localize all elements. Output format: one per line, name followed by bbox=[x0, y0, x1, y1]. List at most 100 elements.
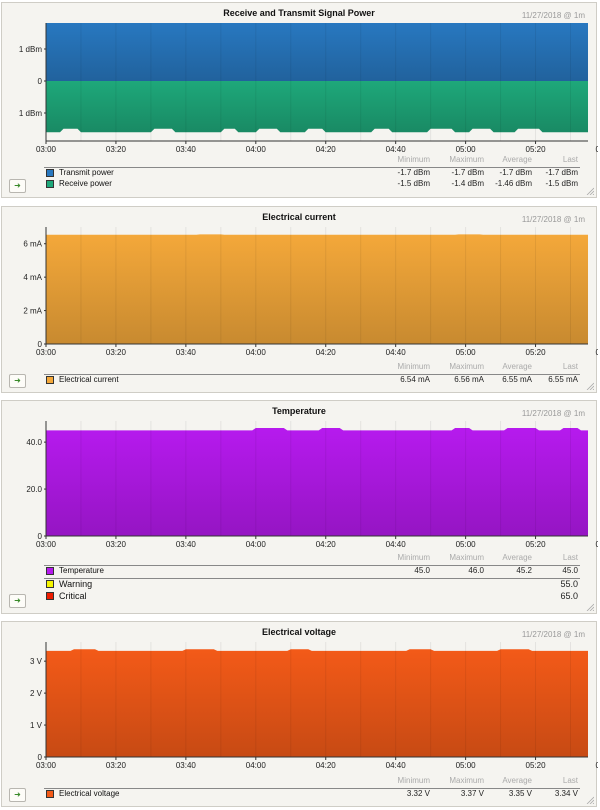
legend-row-critical[interactable]: Critical 65.0 bbox=[44, 591, 580, 603]
x-tick-label: 05:20 bbox=[526, 145, 547, 154]
legend-header-minimum: Minimum bbox=[397, 776, 430, 785]
threshold-swatch bbox=[46, 592, 54, 600]
legend: Minimum Maximum Average Last Transmit po… bbox=[44, 155, 580, 190]
legend-header: Minimum Maximum Average Last bbox=[44, 776, 580, 787]
x-tick-label: 04:20 bbox=[316, 761, 337, 770]
legend-minimum: 45.0 bbox=[414, 566, 430, 575]
x-tick-label: 05:00 bbox=[456, 761, 477, 770]
export-button[interactable]: ➜ bbox=[9, 374, 26, 388]
resize-grip-icon[interactable] bbox=[586, 796, 594, 804]
x-tick-label: 03:40 bbox=[176, 540, 197, 549]
signal-power-panel: 1 dBm 0 1 dBm 03:00 03:20 03:40 04:00 04:20 04:4… bbox=[1, 2, 598, 198]
export-arrow-icon: ➜ bbox=[14, 181, 21, 190]
signal-power-chart: 1 dBm 0 1 dBm 03:00 03:20 03:40 04:00 04:20 04:4… bbox=[19, 23, 598, 154]
legend-row-transmit-power[interactable]: Transmit power -1.7 dBm -1.7 dBm -1.7 dB… bbox=[44, 168, 580, 179]
series-area bbox=[46, 428, 588, 536]
threshold-swatch bbox=[46, 580, 54, 588]
series-area bbox=[46, 649, 588, 757]
legend-row-electrical-current[interactable]: Electrical current 6.54 mA 6.56 mA 6.55 … bbox=[44, 375, 580, 386]
export-arrow-icon: ➜ bbox=[14, 596, 21, 605]
legend-row-electrical-voltage[interactable]: Electrical voltage 3.32 V 3.37 V 3.35 V … bbox=[44, 789, 580, 800]
x-tick-label: 03:40 bbox=[176, 761, 197, 770]
panel-date: 11/27/2018 @ 1m bbox=[521, 11, 585, 20]
x-tick-label: 05:40 bbox=[595, 145, 598, 154]
legend-name: Transmit power bbox=[59, 168, 114, 177]
legend-header-last: Last bbox=[562, 553, 578, 562]
threshold-name: Warning bbox=[59, 579, 93, 589]
y-tick-label: 40.0 bbox=[26, 438, 42, 447]
threshold-value: 55.0 bbox=[560, 579, 578, 589]
legend-header: Minimum Maximum Average Last bbox=[44, 155, 580, 166]
x-tick-label: 03:20 bbox=[106, 761, 127, 770]
x-tick-label: 04:40 bbox=[386, 145, 407, 154]
legend-header-last: Last bbox=[562, 776, 578, 785]
legend-header-last: Last bbox=[562, 362, 578, 371]
threshold-name: Critical bbox=[59, 591, 87, 601]
x-tick-label: 04:00 bbox=[246, 540, 267, 549]
legend-divider bbox=[44, 788, 580, 789]
x-tick-label: 03:00 bbox=[36, 348, 57, 357]
legend-header-average: Average bbox=[502, 362, 532, 371]
legend-header-average: Average bbox=[502, 553, 532, 562]
x-tick-label: 03:00 bbox=[36, 540, 57, 549]
x-tick-label: 03:00 bbox=[36, 145, 57, 154]
legend-name: Electrical voltage bbox=[59, 789, 120, 798]
x-tick-label: 03:00 bbox=[36, 761, 57, 770]
y-tick-label: 6 mA bbox=[23, 240, 42, 249]
legend-last: 45.0 bbox=[562, 566, 578, 575]
x-tick-label: 04:40 bbox=[386, 348, 407, 357]
legend-minimum: -1.5 dBm bbox=[397, 179, 430, 188]
temperature-chart: 40.0 20.0 003:00 03:20 03:40 04:00 04:20 04:40 0… bbox=[26, 421, 598, 549]
legend-swatch bbox=[46, 790, 54, 798]
transmit-power-area bbox=[46, 23, 588, 81]
legend-row-warning[interactable]: Warning 55.0 bbox=[44, 579, 580, 591]
legend-average: 45.2 bbox=[516, 566, 532, 575]
x-tick-label: 05:40 bbox=[595, 540, 598, 549]
export-button[interactable]: ➜ bbox=[9, 594, 26, 608]
legend-header-minimum: Minimum bbox=[397, 553, 430, 562]
legend-last: 6.55 mA bbox=[548, 375, 578, 384]
x-tick-label: 04:20 bbox=[316, 145, 337, 154]
legend-average: 3.35 V bbox=[508, 789, 532, 798]
legend: Minimum Maximum Average Last Temperature… bbox=[44, 553, 580, 603]
legend-divider bbox=[44, 167, 580, 168]
export-arrow-icon: ➜ bbox=[14, 376, 21, 385]
export-button[interactable]: ➜ bbox=[9, 179, 26, 193]
panel-title: Temperature bbox=[272, 406, 326, 416]
x-tick-label: 04:40 bbox=[386, 540, 407, 549]
export-arrow-icon: ➜ bbox=[14, 790, 21, 799]
legend-header-maximum: Maximum bbox=[449, 553, 484, 562]
legend-average: 6.55 mA bbox=[502, 375, 532, 384]
legend-divider bbox=[44, 565, 580, 566]
resize-grip-icon[interactable] bbox=[586, 603, 594, 611]
legend-header-minimum: Minimum bbox=[397, 362, 430, 371]
x-tick-label: 04:00 bbox=[246, 761, 267, 770]
legend-name: Temperature bbox=[59, 566, 104, 575]
x-tick-label: 04:40 bbox=[386, 761, 407, 770]
x-tick-label: 04:00 bbox=[246, 348, 267, 357]
y-tick-label: 0 bbox=[38, 532, 43, 541]
x-tick-label: 05:20 bbox=[526, 761, 547, 770]
electrical-voltage-chart: 3 V 2 V 1 V 003:00 03:20 03:40 04:00 04:20 04:40… bbox=[30, 642, 598, 770]
x-tick-label: 05:00 bbox=[456, 540, 477, 549]
resize-grip-icon[interactable] bbox=[586, 382, 594, 390]
x-tick-label: 03:20 bbox=[106, 540, 127, 549]
legend-maximum: 3.37 V bbox=[460, 789, 484, 798]
x-tick-label: 03:20 bbox=[106, 145, 127, 154]
legend-header-maximum: Maximum bbox=[449, 155, 484, 164]
resize-grip-icon[interactable] bbox=[586, 187, 594, 195]
legend-row-receive-power[interactable]: Receive power -1.5 dBm -1.4 dBm -1.46 dB… bbox=[44, 179, 580, 190]
legend-maximum: -1.7 dBm bbox=[451, 168, 484, 177]
x-tick-label: 04:00 bbox=[246, 145, 267, 154]
y-tick-label: 0 bbox=[38, 753, 43, 762]
legend-header-maximum: Maximum bbox=[449, 362, 484, 371]
legend-last: 3.34 V bbox=[554, 789, 578, 798]
legend-name: Receive power bbox=[59, 179, 112, 188]
y-tick-label: 2 V bbox=[30, 689, 43, 698]
export-button[interactable]: ➜ bbox=[9, 788, 26, 802]
legend-header-maximum: Maximum bbox=[449, 776, 484, 785]
x-tick-label: 05:20 bbox=[526, 348, 547, 357]
panel-title: Electrical current bbox=[262, 212, 336, 222]
legend-row-temperature[interactable]: Temperature 45.0 46.0 45.2 45.0 bbox=[44, 566, 580, 577]
x-tick-label: 04:20 bbox=[316, 540, 337, 549]
